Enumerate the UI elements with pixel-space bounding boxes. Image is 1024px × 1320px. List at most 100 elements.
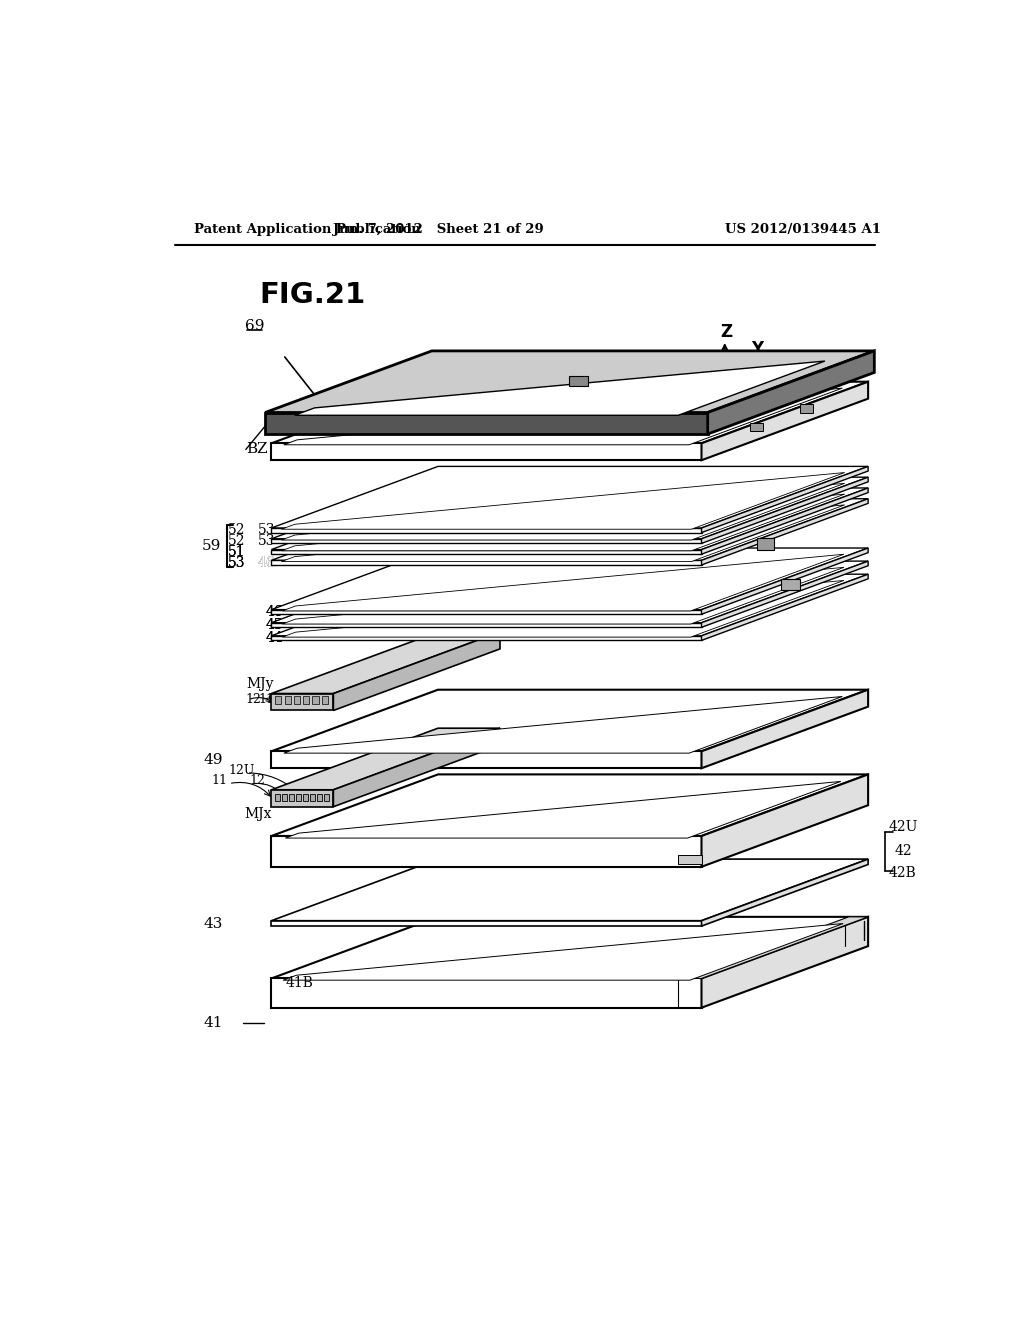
Text: 12: 12: [250, 774, 265, 787]
Polygon shape: [282, 494, 845, 550]
Polygon shape: [271, 978, 701, 1007]
Polygon shape: [334, 729, 500, 807]
Polygon shape: [271, 610, 701, 614]
Polygon shape: [569, 376, 589, 385]
Polygon shape: [283, 568, 844, 624]
Text: Jun. 7, 2012   Sheet 21 of 29: Jun. 7, 2012 Sheet 21 of 29: [333, 223, 544, 236]
Text: 46: 46: [266, 605, 284, 619]
Polygon shape: [271, 836, 701, 867]
Polygon shape: [701, 381, 868, 461]
Text: X: X: [752, 378, 765, 395]
Text: 11: 11: [211, 774, 227, 787]
Text: MJx: MJx: [245, 808, 271, 821]
Polygon shape: [296, 793, 301, 801]
Polygon shape: [271, 859, 868, 921]
Polygon shape: [282, 504, 845, 561]
Text: FIG.21: FIG.21: [260, 281, 366, 309]
Polygon shape: [271, 466, 868, 528]
Polygon shape: [271, 488, 868, 549]
Text: 69: 69: [245, 319, 264, 333]
Text: 51: 51: [228, 545, 246, 558]
Polygon shape: [701, 775, 868, 867]
Text: 42B: 42B: [889, 866, 916, 880]
Polygon shape: [295, 362, 825, 416]
Polygon shape: [271, 549, 701, 554]
Polygon shape: [701, 561, 868, 627]
Polygon shape: [701, 548, 868, 614]
Polygon shape: [285, 696, 291, 704]
Text: 12U: 12U: [228, 764, 255, 777]
Text: 52: 52: [228, 523, 246, 537]
Polygon shape: [750, 422, 763, 430]
Polygon shape: [284, 697, 843, 754]
Text: 46: 46: [257, 556, 275, 570]
Polygon shape: [271, 921, 701, 927]
Polygon shape: [271, 632, 500, 693]
Polygon shape: [271, 574, 868, 636]
Polygon shape: [271, 381, 868, 444]
Text: BZ: BZ: [246, 442, 267, 457]
Text: 53: 53: [228, 556, 246, 570]
Polygon shape: [271, 623, 701, 627]
Polygon shape: [283, 554, 844, 611]
Text: 44: 44: [266, 631, 284, 645]
Polygon shape: [701, 466, 868, 533]
Text: 59: 59: [202, 540, 221, 553]
Text: X: X: [677, 366, 690, 383]
Polygon shape: [282, 483, 845, 540]
Text: 11: 11: [258, 693, 274, 706]
Polygon shape: [303, 793, 308, 801]
Text: 12U: 12U: [267, 693, 294, 706]
Polygon shape: [283, 581, 844, 638]
Polygon shape: [271, 539, 701, 544]
Polygon shape: [324, 793, 329, 801]
Polygon shape: [780, 578, 800, 590]
Polygon shape: [701, 689, 868, 768]
Polygon shape: [271, 689, 868, 751]
Polygon shape: [317, 793, 322, 801]
Polygon shape: [271, 560, 701, 565]
Polygon shape: [701, 499, 868, 565]
Polygon shape: [271, 444, 701, 461]
Polygon shape: [271, 693, 334, 710]
Polygon shape: [271, 917, 868, 978]
Polygon shape: [701, 917, 868, 1007]
Polygon shape: [271, 528, 701, 533]
Polygon shape: [283, 924, 843, 981]
Text: 41: 41: [204, 1016, 223, 1030]
Polygon shape: [289, 793, 294, 801]
Text: Z: Z: [720, 404, 732, 422]
Text: US 2012/0139445 A1: US 2012/0139445 A1: [725, 223, 881, 236]
Polygon shape: [294, 696, 300, 704]
Text: Patent Application Publication: Patent Application Publication: [194, 223, 421, 236]
Polygon shape: [310, 793, 314, 801]
Text: 43: 43: [204, 917, 223, 931]
Polygon shape: [708, 351, 874, 434]
Polygon shape: [265, 351, 874, 412]
Text: 53: 53: [228, 556, 246, 570]
Text: Z: Z: [720, 322, 732, 341]
Polygon shape: [757, 539, 773, 549]
Polygon shape: [286, 781, 841, 838]
Polygon shape: [678, 855, 701, 863]
Polygon shape: [682, 917, 868, 978]
Polygon shape: [701, 574, 868, 640]
Polygon shape: [283, 793, 287, 801]
Text: MJy: MJy: [247, 677, 274, 692]
Polygon shape: [271, 636, 701, 640]
Text: 41B: 41B: [286, 975, 313, 990]
Text: 12: 12: [246, 693, 261, 706]
Polygon shape: [701, 478, 868, 544]
Polygon shape: [701, 488, 868, 554]
Text: 45: 45: [266, 618, 284, 632]
Text: 42U: 42U: [889, 820, 919, 834]
Text: 51: 51: [228, 545, 246, 558]
Text: Y: Y: [687, 389, 698, 408]
Text: 53: 53: [257, 523, 274, 537]
Polygon shape: [312, 696, 318, 704]
Text: 53: 53: [257, 535, 274, 548]
Polygon shape: [800, 404, 813, 412]
Text: Y: Y: [751, 339, 763, 358]
Polygon shape: [271, 751, 701, 768]
Polygon shape: [271, 775, 868, 836]
